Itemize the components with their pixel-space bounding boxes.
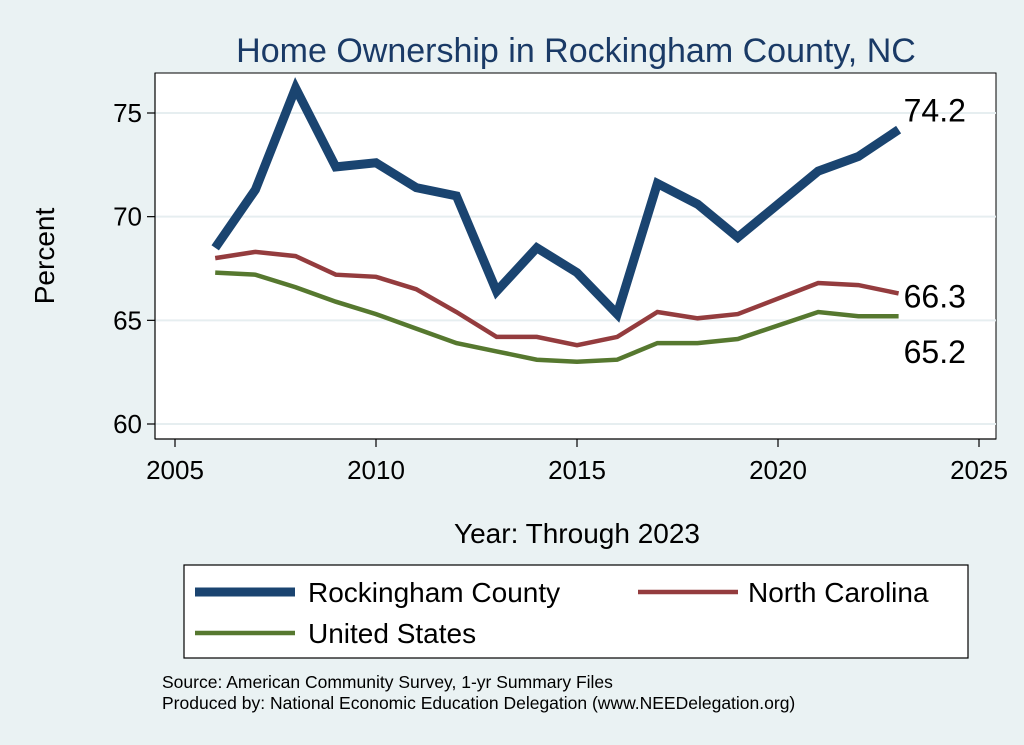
- y-axis-title: Percent: [29, 208, 60, 305]
- x-tick-label: 2005: [146, 455, 204, 485]
- x-tick-label: 2015: [548, 455, 606, 485]
- source-note: Source: American Community Survey, 1-yr …: [162, 672, 613, 692]
- producer-note: Produced by: National Economic Education…: [162, 693, 795, 713]
- legend-label-north-carolina: North Carolina: [748, 577, 929, 608]
- end-label-united-states: 65.2: [904, 334, 966, 370]
- y-tick-label: 65: [113, 305, 142, 335]
- x-tick-label: 2020: [749, 455, 807, 485]
- series-line-united-states: [215, 270, 899, 365]
- end-labels: 74.2 66.3 65.2: [904, 93, 966, 371]
- x-tick-label: 2025: [950, 455, 1008, 485]
- end-label-rockingham-county: 74.2: [904, 93, 966, 129]
- end-label-north-carolina: 66.3: [904, 278, 966, 314]
- chart-title: Home Ownership in Rockingham County, NC: [236, 32, 916, 70]
- x-axis-title: Year: Through 2023: [454, 518, 700, 549]
- axes: 60 65 70 75 2005 2010 2015 2020 2025: [113, 73, 1008, 485]
- gridlines: [155, 112, 996, 425]
- series-line-north-carolina: [214, 249, 900, 348]
- y-tick-label: 75: [113, 98, 142, 128]
- legend: Rockingham County North Carolina United St…: [183, 564, 969, 659]
- legend-label-rockingham-county: Rockingham County: [308, 577, 560, 608]
- series-lines: [211, 77, 902, 365]
- x-tick-label: 2010: [347, 455, 405, 485]
- series-line-rockingham-county: [211, 77, 902, 323]
- legend-box: [183, 564, 969, 659]
- y-tick-label: 70: [113, 202, 142, 232]
- legend-label-united-states: United States: [308, 618, 476, 649]
- y-tick-label: 60: [113, 409, 142, 439]
